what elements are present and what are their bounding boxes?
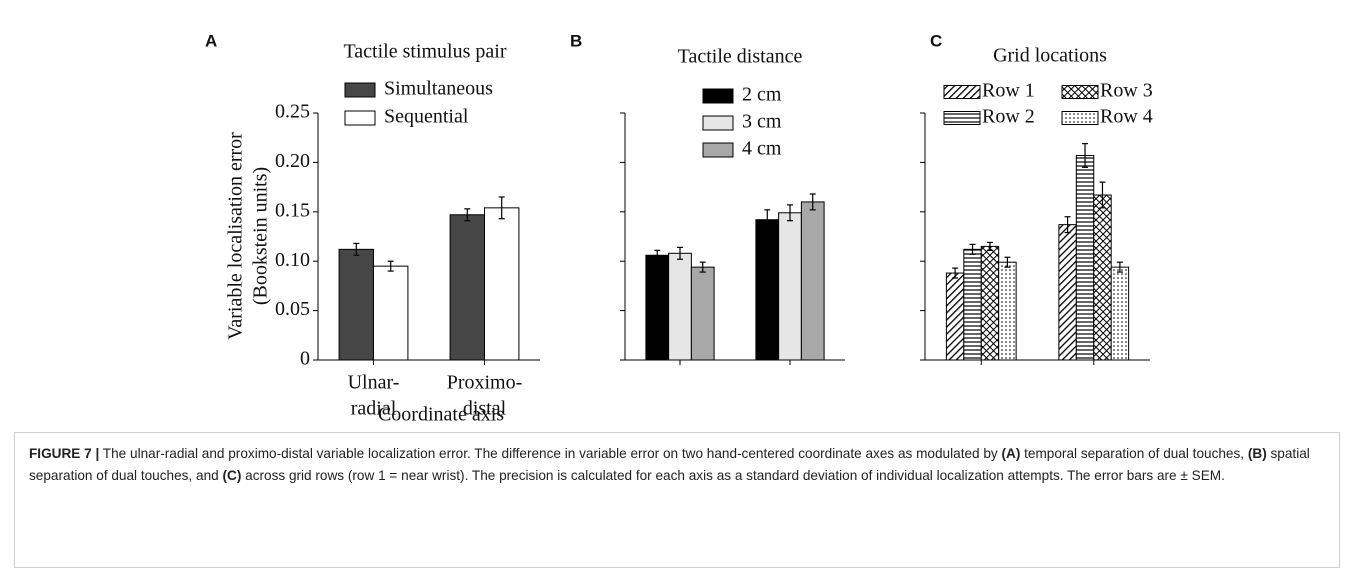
x-axis-label: Coordinate axis bbox=[378, 404, 504, 426]
bar bbox=[778, 212, 802, 361]
bar bbox=[1075, 154, 1095, 361]
bar bbox=[963, 248, 982, 361]
bar bbox=[668, 252, 692, 361]
caption-run: (A) bbox=[1001, 446, 1021, 461]
legend-title: Tactile stimulus pair bbox=[343, 41, 506, 63]
legend-swatch bbox=[1061, 85, 1099, 99]
legend-label: Simultaneous bbox=[384, 78, 493, 100]
legend-label: Row 4 bbox=[1100, 106, 1153, 128]
legend-swatch bbox=[943, 111, 981, 125]
bar bbox=[800, 201, 825, 361]
legend-swatch bbox=[344, 82, 376, 98]
bar bbox=[1110, 266, 1130, 361]
bar bbox=[945, 272, 965, 361]
figure: A Tactile stimulus pair 0 0.05 0.10 0.15 0.20 0… bbox=[205, 31, 1153, 426]
caption-run: across grid rows (row 1 = near wrist). T… bbox=[241, 468, 1225, 483]
legend-swatch bbox=[702, 142, 734, 158]
x-tick-label: Ulnar- bbox=[348, 372, 400, 394]
bar bbox=[998, 261, 1017, 361]
bar bbox=[1058, 224, 1077, 361]
bar bbox=[755, 219, 780, 361]
x-tick-label: distal bbox=[463, 398, 507, 420]
panel-letter: A bbox=[205, 31, 217, 50]
bar bbox=[484, 207, 520, 361]
y-tick-label: 0.05 bbox=[275, 298, 310, 320]
y-tick-label: 0 bbox=[300, 348, 310, 370]
bar bbox=[645, 254, 670, 361]
legend-title: Tactile distance bbox=[678, 46, 803, 68]
legend-swatch bbox=[1061, 111, 1099, 125]
legend-label: 2 cm bbox=[742, 84, 782, 106]
legend-title: Grid locations bbox=[993, 45, 1107, 67]
bar bbox=[373, 265, 409, 361]
legend-swatch bbox=[702, 88, 734, 104]
legend-label: Row 2 bbox=[982, 106, 1035, 128]
x-tick-label: radial bbox=[351, 398, 397, 420]
legend-label: 4 cm bbox=[742, 138, 782, 160]
caption-run: (C) bbox=[222, 468, 242, 483]
legend-swatch bbox=[943, 85, 981, 99]
caption-run: FIGURE 7 | bbox=[29, 446, 100, 461]
bar bbox=[338, 248, 374, 361]
bar bbox=[980, 245, 1000, 361]
caption-run: The ulnar-radial and proximo-distal vari… bbox=[99, 446, 1002, 461]
panel-letter: B bbox=[570, 31, 582, 50]
y-tick-label: 0.10 bbox=[275, 249, 310, 271]
legend-swatch bbox=[702, 115, 734, 131]
legend-swatch bbox=[344, 110, 376, 126]
caption-run: spatial separation of dual touches, and bbox=[29, 446, 1310, 483]
x-tick-label: Proximo- bbox=[447, 372, 523, 394]
y-tick-label: 0.20 bbox=[275, 150, 310, 172]
y-axis-label: Variable localisation error bbox=[225, 132, 247, 340]
legend-label: Row 1 bbox=[982, 80, 1035, 102]
bar bbox=[1093, 194, 1112, 361]
bar bbox=[449, 214, 485, 361]
panel-letter: C bbox=[930, 31, 942, 50]
caption-run: (B) bbox=[1247, 446, 1267, 461]
y-tick-label: 0.25 bbox=[275, 101, 310, 123]
y-tick-label: 0.15 bbox=[275, 199, 310, 221]
y-axis-label: (Bookstein units) bbox=[250, 167, 272, 305]
legend-label: 3 cm bbox=[742, 111, 782, 133]
legend-label: Row 3 bbox=[1100, 80, 1153, 102]
caption-run: temporal separation of dual touches, bbox=[1020, 446, 1248, 461]
legend-label: Sequential bbox=[384, 106, 469, 128]
bar bbox=[690, 266, 715, 361]
caption: FIGURE 7 | The ulnar-radial and proximo-… bbox=[14, 432, 1340, 568]
